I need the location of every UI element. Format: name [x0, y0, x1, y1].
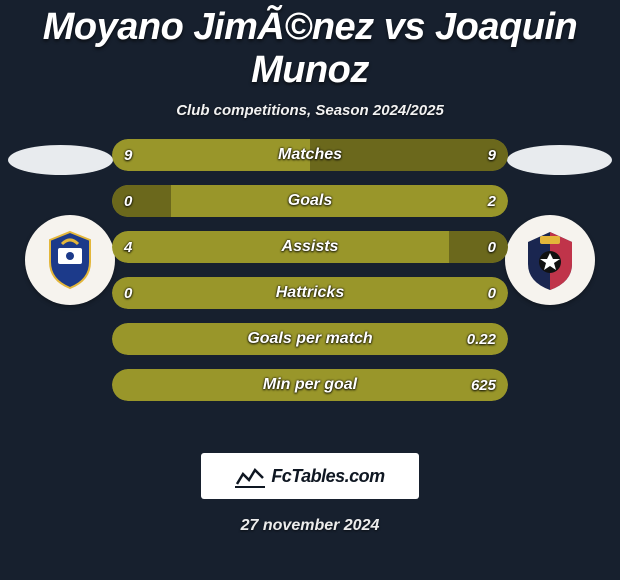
- crest-left-icon: [38, 228, 102, 292]
- chart-icon: [235, 464, 265, 488]
- bar-track: [112, 323, 508, 355]
- watermark-badge[interactable]: FcTables.com: [201, 453, 419, 499]
- bar-track: [112, 185, 508, 217]
- bar-track: [112, 277, 508, 309]
- stat-bar: Hattricks00: [112, 277, 508, 309]
- page-subtitle: Club competitions, Season 2024/2025: [0, 102, 620, 119]
- date-stamp: 27 november 2024: [0, 517, 620, 535]
- bar-segment: [112, 185, 171, 217]
- club-crest-left: [25, 215, 115, 305]
- club-crest-right: [505, 215, 595, 305]
- page-title: Moyano JimÃ©nez vs Joaquin Munoz: [0, 0, 620, 92]
- crest-right-icon: [518, 228, 582, 292]
- stat-bar: Min per goal625: [112, 369, 508, 401]
- stat-bar: Assists40: [112, 231, 508, 263]
- bar-segment: [449, 231, 508, 263]
- bar-segment: [310, 139, 508, 171]
- stat-bar: Matches99: [112, 139, 508, 171]
- stat-bar: Goals per match0.22: [112, 323, 508, 355]
- watermark-label: FcTables.com: [271, 466, 384, 487]
- bar-track: [112, 369, 508, 401]
- player-left-silhouette: [8, 145, 113, 175]
- stats-column: Matches99 Goals02 Assists40 Hattricks00 Goal…: [112, 139, 508, 401]
- stat-bar: Goals02: [112, 185, 508, 217]
- player-right-silhouette: [507, 145, 612, 175]
